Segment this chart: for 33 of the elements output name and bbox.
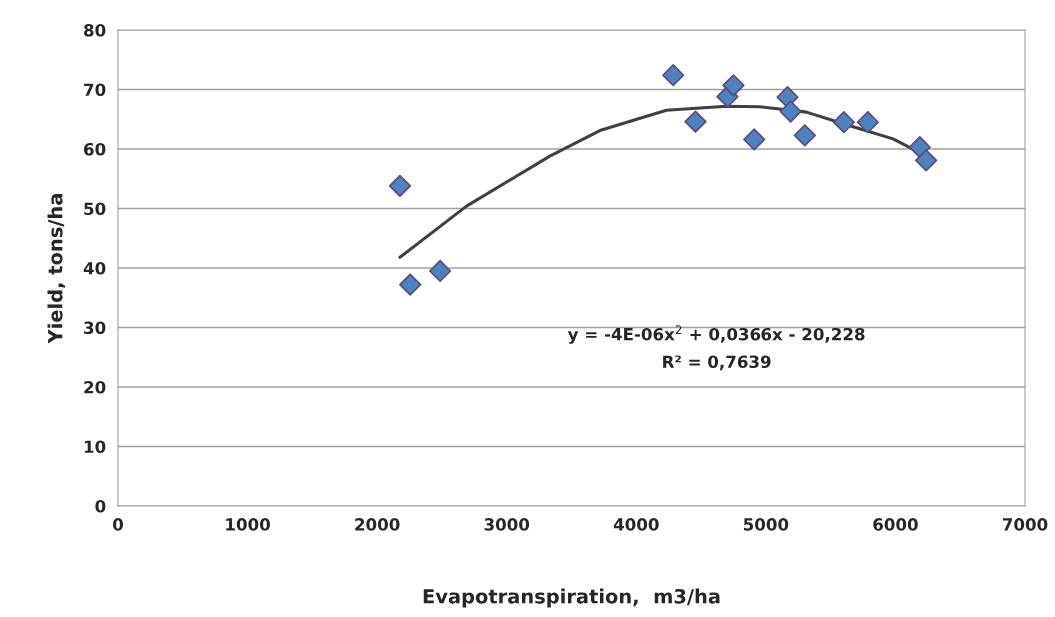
point <box>722 74 745 97</box>
x-tick-label: 5000 <box>743 518 789 531</box>
y-tick-label: 30 <box>84 321 106 335</box>
x-tick-label: 0 <box>113 518 123 531</box>
point <box>684 110 707 133</box>
point <box>915 149 938 172</box>
y-tick-label: 70 <box>84 83 106 97</box>
x-tick-label: 1000 <box>226 518 270 531</box>
y-axis-title: Yield, tons/ha <box>47 194 66 344</box>
point <box>428 259 452 283</box>
x-tick-label: 2000 <box>355 518 400 531</box>
y-tick-label: 50 <box>84 202 106 216</box>
point <box>832 111 855 134</box>
y-tick-label: 10 <box>84 440 106 454</box>
point <box>388 174 412 198</box>
y-tick-label: 80 <box>84 23 106 37</box>
point <box>662 64 685 87</box>
point <box>779 100 802 123</box>
x-axis-title: Evapotranspiration, m3/ha <box>423 588 720 608</box>
point <box>793 124 816 147</box>
x-tick-label: 6000 <box>873 518 918 531</box>
x-tick-label: 7000 <box>1002 518 1048 531</box>
point <box>856 111 879 134</box>
y-tick-label: 0 <box>95 499 106 513</box>
x-tick-label: 3000 <box>484 518 530 531</box>
y-tick-label: 40 <box>83 261 106 275</box>
annotation: R² = 0,7639 <box>663 355 771 371</box>
y-tick-label: 60 <box>84 142 106 156</box>
point <box>743 128 766 151</box>
x-tick-label: 4000 <box>613 518 659 531</box>
point <box>399 273 422 296</box>
annotation: y = -4E-06x$^{2}$ + 0,0366x - 20,228 <box>567 325 865 344</box>
y-tick-label: 20 <box>84 380 106 394</box>
